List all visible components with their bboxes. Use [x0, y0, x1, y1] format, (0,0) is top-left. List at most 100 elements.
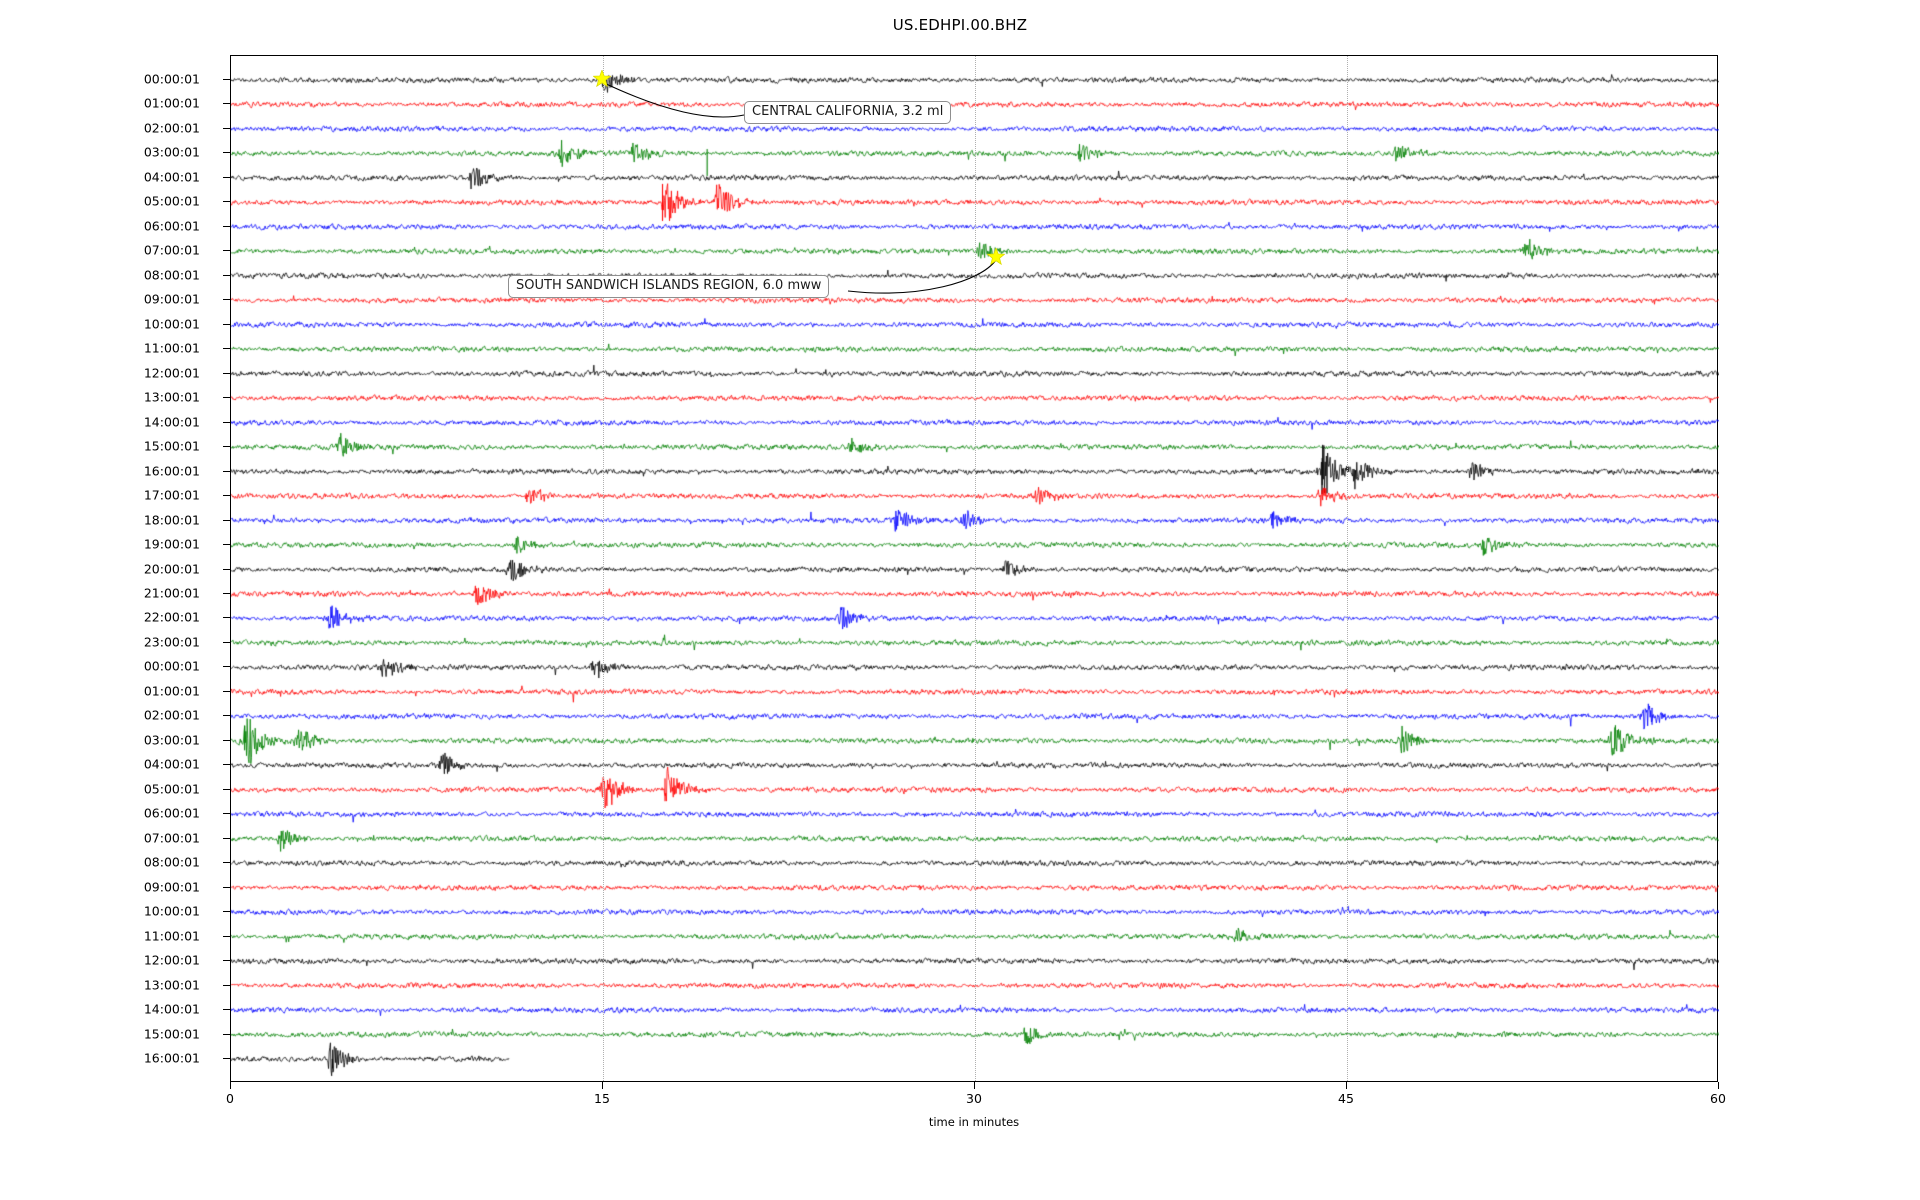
- y-tick-label-4: 04:00:01: [143, 169, 200, 185]
- y-tick-mark-33: [223, 886, 230, 888]
- page-title: US.EDHPI.00.BHZ: [892, 16, 1028, 34]
- y-tick-label-22: 22:00:01: [143, 609, 200, 625]
- y-tick-label-0: 00:00:01: [143, 71, 200, 87]
- y-tick-mark-35: [223, 935, 230, 937]
- y-tick-label-35: 11:00:01: [143, 928, 200, 944]
- y-tick-mark-26: [223, 715, 230, 717]
- y-tick-mark-5: [223, 201, 230, 203]
- x-axis-title: time in minutes: [928, 1115, 1020, 1129]
- y-tick-mark-10: [223, 323, 230, 325]
- y-tick-label-5: 05:00:01: [143, 193, 200, 209]
- y-tick-label-14: 14:00:01: [143, 414, 200, 430]
- y-tick-label-1: 01:00:01: [143, 95, 200, 111]
- y-tick-label-7: 07:00:01: [143, 242, 200, 258]
- y-tick-label-18: 18:00:01: [143, 512, 200, 528]
- y-tick-mark-2: [223, 127, 230, 129]
- y-tick-label-12: 12:00:01: [143, 365, 200, 381]
- x-tick-label-2: 30: [966, 1091, 982, 1106]
- y-tick-mark-1: [223, 103, 230, 105]
- y-tick-label-25: 01:00:01: [143, 683, 200, 699]
- y-tick-label-40: 16:00:01: [143, 1050, 200, 1066]
- y-tick-label-37: 13:00:01: [143, 977, 200, 993]
- y-tick-label-31: 07:00:01: [143, 830, 200, 846]
- x-axis-tick-labels: 0 15 30 45 60: [0, 1082, 1920, 1142]
- y-tick-mark-25: [223, 690, 230, 692]
- y-tick-mark-3: [223, 152, 230, 154]
- y-tick-mark-30: [223, 813, 230, 815]
- y-tick-mark-29: [223, 788, 230, 790]
- x-tick-mark-4: [1718, 1082, 1719, 1089]
- y-tick-label-19: 19:00:01: [143, 536, 200, 552]
- x-tick-label-4: 60: [1710, 1091, 1726, 1106]
- y-tick-mark-6: [223, 225, 230, 227]
- x-tick-mark-1: [602, 1082, 603, 1089]
- y-tick-label-15: 15:00:01: [143, 438, 200, 454]
- y-tick-mark-34: [223, 911, 230, 913]
- event-annotation-2: SOUTH SANDWICH ISLANDS REGION, 6.0 mww: [508, 275, 830, 298]
- y-tick-label-33: 09:00:01: [143, 879, 200, 895]
- y-tick-mark-17: [223, 495, 230, 497]
- y-tick-label-27: 03:00:01: [143, 732, 200, 748]
- y-tick-mark-11: [223, 348, 230, 350]
- y-axis-tick-labels: 00:00:01 01:00:01 02:00:01 03:00:01 04:00:01…: [0, 0, 230, 1200]
- y-tick-label-17: 17:00:01: [143, 487, 200, 503]
- y-tick-mark-12: [223, 372, 230, 374]
- y-tick-mark-24: [223, 666, 230, 668]
- x-tick-mark-2: [974, 1082, 975, 1089]
- y-tick-label-26: 02:00:01: [143, 707, 200, 723]
- y-tick-mark-14: [223, 421, 230, 423]
- y-tick-mark-36: [223, 960, 230, 962]
- y-tick-mark-9: [223, 299, 230, 301]
- gridline-15: [603, 56, 604, 1081]
- y-tick-label-2: 02:00:01: [143, 120, 200, 136]
- y-tick-mark-16: [223, 470, 230, 472]
- y-tick-mark-22: [223, 617, 230, 619]
- y-tick-mark-4: [223, 176, 230, 178]
- y-tick-label-11: 11:00:01: [143, 340, 200, 356]
- y-tick-mark-32: [223, 862, 230, 864]
- y-tick-mark-28: [223, 764, 230, 766]
- y-tick-mark-20: [223, 568, 230, 570]
- y-tick-label-34: 10:00:01: [143, 903, 200, 919]
- y-tick-label-20: 20:00:01: [143, 561, 200, 576]
- y-tick-mark-31: [223, 837, 230, 839]
- y-tick-mark-38: [223, 1009, 230, 1011]
- y-tick-mark-13: [223, 397, 230, 399]
- y-tick-mark-0: [223, 79, 230, 80]
- gridline-45: [1347, 56, 1348, 1081]
- y-tick-label-16: 16:00:01: [143, 463, 200, 479]
- y-tick-mark-15: [223, 446, 230, 448]
- x-tick-label-0: 0: [226, 1091, 234, 1106]
- y-tick-label-30: 06:00:01: [143, 805, 200, 821]
- event-annotation-1: CENTRAL CALIFORNIA, 3.2 ml: [744, 101, 952, 124]
- y-tick-label-10: 10:00:01: [143, 316, 200, 332]
- y-tick-label-29: 05:00:01: [143, 781, 200, 797]
- y-tick-mark-27: [223, 739, 230, 741]
- y-tick-label-21: 21:00:01: [143, 585, 200, 601]
- y-tick-label-9: 09:00:01: [143, 291, 200, 307]
- x-tick-mark-3: [1346, 1082, 1347, 1089]
- x-tick-label-3: 45: [1338, 1091, 1354, 1106]
- x-tick-mark-0: [230, 1082, 231, 1089]
- y-tick-label-6: 06:00:01: [143, 218, 200, 234]
- gridline-30: [975, 56, 976, 1081]
- x-tick-label-1: 15: [594, 1091, 610, 1106]
- plot-axes: [230, 55, 1719, 1083]
- y-tick-label-23: 23:00:01: [143, 634, 200, 650]
- y-tick-mark-18: [223, 519, 230, 521]
- y-tick-label-36: 12:00:01: [143, 952, 200, 968]
- y-tick-label-3: 03:00:01: [143, 144, 200, 160]
- y-tick-mark-19: [223, 544, 230, 546]
- y-tick-mark-39: [223, 1033, 230, 1035]
- y-tick-label-28: 04:00:01: [143, 756, 200, 772]
- y-tick-mark-23: [223, 641, 230, 643]
- y-tick-label-32: 08:00:01: [143, 854, 200, 870]
- y-tick-label-24: 00:00:01: [143, 658, 200, 674]
- y-tick-mark-37: [223, 984, 230, 986]
- y-tick-label-13: 13:00:01: [143, 389, 200, 405]
- y-tick-mark-21: [223, 592, 230, 594]
- y-tick-mark-40: [223, 1058, 230, 1059]
- y-tick-mark-8: [223, 274, 230, 276]
- y-tick-mark-7: [223, 250, 230, 252]
